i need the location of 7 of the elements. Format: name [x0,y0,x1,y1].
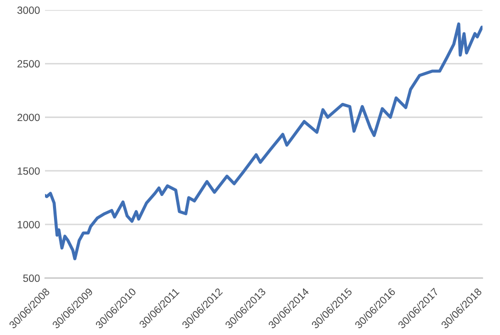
line-series [45,22,482,260]
y-tick-label: 1500 [18,167,40,175]
y-tick-label: 2000 [17,114,40,122]
y-tick-label: 500 [23,274,40,282]
y-tick-label: 2500 [17,60,40,68]
y-tick-label: 3000 [17,6,40,14]
y-tick-label: 1000 [18,220,40,228]
